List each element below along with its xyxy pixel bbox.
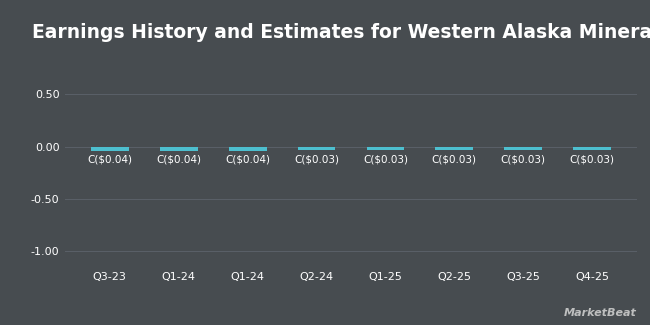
Text: C($0.03): C($0.03) [500,154,546,164]
Bar [436,147,473,150]
Text: MarketBeat: MarketBeat [564,308,637,318]
Bar [367,147,404,150]
Bar [229,147,266,151]
Bar [573,147,611,150]
Text: C($0.03): C($0.03) [569,154,615,164]
Text: C($0.04): C($0.04) [225,154,270,164]
Text: C($0.03): C($0.03) [294,154,339,164]
Text: C($0.04): C($0.04) [87,154,133,164]
Bar [298,147,335,150]
Text: Earnings History and Estimates for Western Alaska Minerals: Earnings History and Estimates for Weste… [32,23,650,42]
Bar [91,147,129,151]
Text: C($0.04): C($0.04) [156,154,202,164]
Bar [504,147,542,150]
Text: C($0.03): C($0.03) [363,154,408,164]
Text: C($0.03): C($0.03) [432,154,477,164]
Bar [160,147,198,151]
